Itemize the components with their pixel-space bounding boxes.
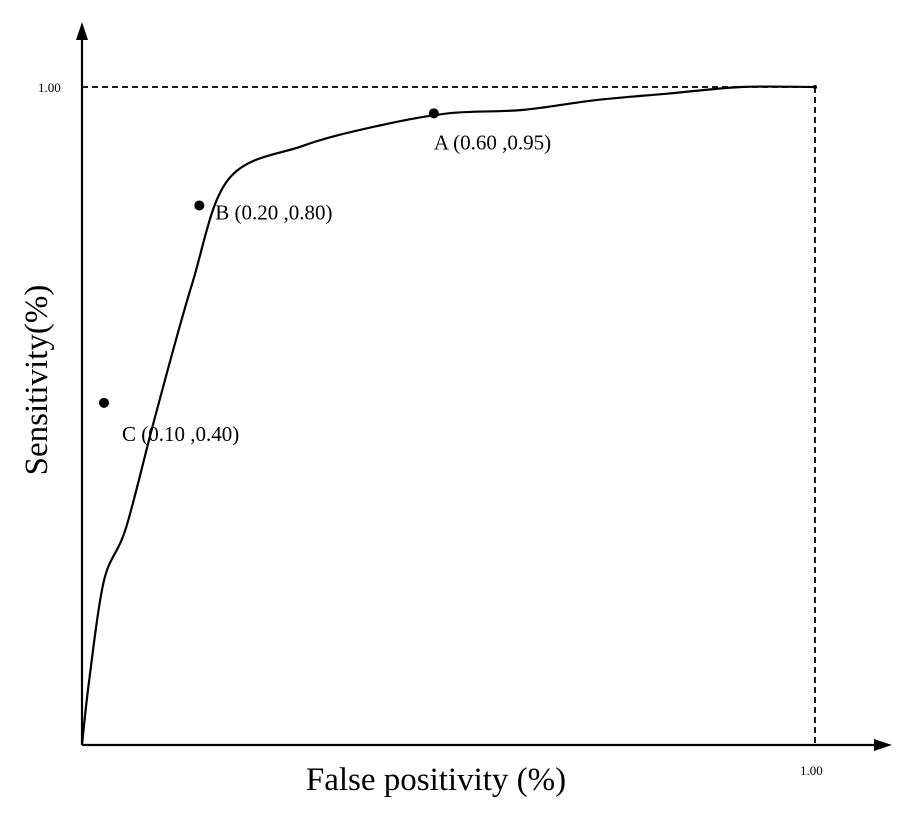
axes: [76, 22, 892, 751]
roc-curve-layer: [80, 85, 816, 746]
x-axis-title: False positivity (%): [306, 762, 566, 798]
point-b-marker: [194, 200, 205, 211]
x-tick-label-1: 1.00: [800, 763, 823, 778]
roc-curve-line: [80, 85, 816, 746]
point-a-label: A (0.60 ,0.95): [434, 130, 551, 154]
y-axis-title: Sensitivity(%): [19, 285, 55, 476]
point-c-marker: [98, 397, 109, 408]
point-a-marker: [428, 108, 439, 119]
point-b-label: B (0.20 ,0.80): [215, 200, 332, 224]
reference-lines: [82, 85, 817, 745]
y-axis-arrow: [76, 22, 88, 40]
x-axis-arrow: [874, 739, 892, 751]
y-tick-label-1: 1.00: [38, 80, 61, 95]
operating-points: A (0.60 ,0.95) B (0.20 ,0.80) C (0.10 ,0.4…: [98, 108, 551, 446]
point-c-label: C (0.10 ,0.40): [122, 422, 239, 446]
